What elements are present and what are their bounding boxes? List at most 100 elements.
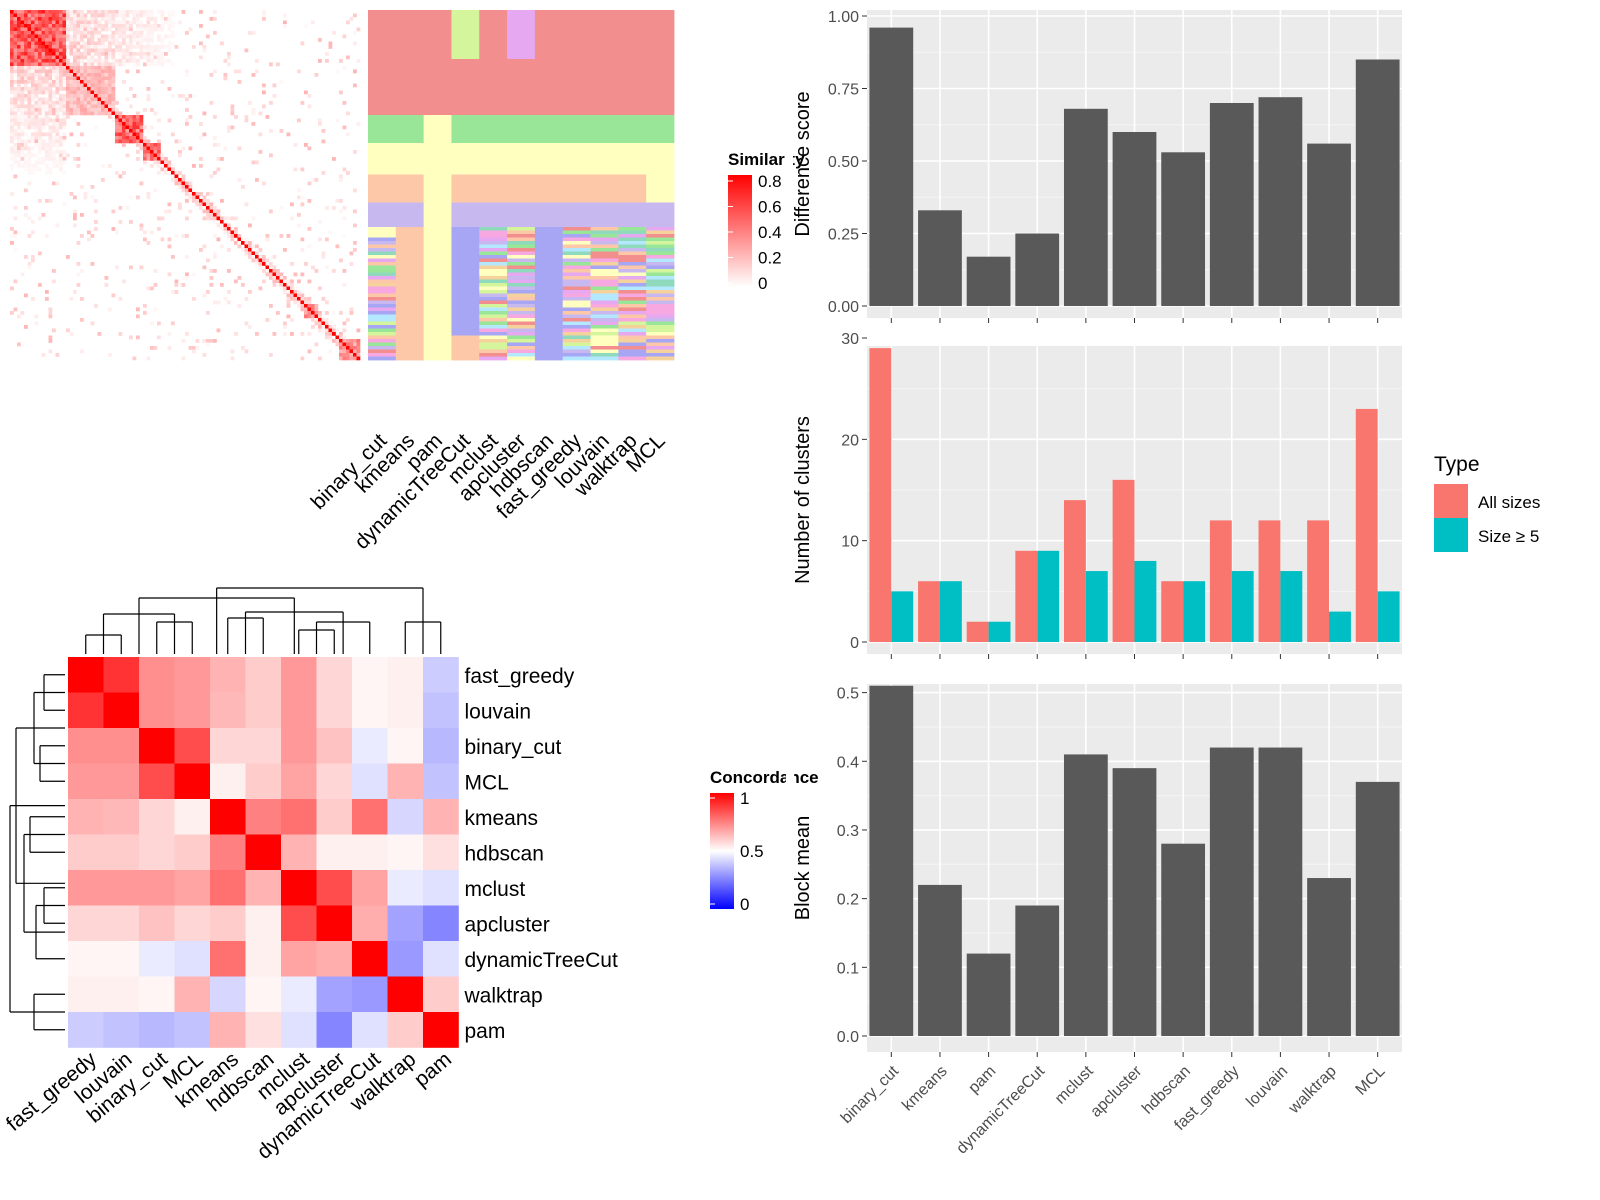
similarity-cell [160,17,165,21]
assignment-cell [534,346,564,350]
similarity-cell [227,216,231,221]
similarity-cell [125,20,130,25]
assignment-cell [646,108,675,112]
similarity-cell [160,13,165,18]
similarity-cell [255,258,259,263]
assignment-cell [423,146,452,151]
similarity-cell [34,55,39,60]
similarity-cell [41,45,46,49]
concordance-cell [68,834,104,871]
similarity-cell [17,45,21,49]
assignment-cell [395,108,425,112]
similarity-cell [118,174,123,179]
similarity-cell [220,199,224,203]
similarity-cell [143,139,147,144]
assignment-cell [479,209,508,214]
concordance-cell [281,905,317,942]
similarity-cell [307,314,312,319]
similarity-cell [104,34,109,39]
assignment-cell [562,230,591,235]
similarity-cell [13,160,18,165]
similarity-cell [55,129,60,133]
assignment-cell [646,59,675,63]
similarity-cell [311,318,315,322]
assignment-cell [646,45,675,49]
similarity-cell [55,62,60,67]
similarity-cell [13,174,18,179]
assignment-cell [395,283,425,287]
assignment-cell [562,48,591,53]
assignment-cell [590,290,619,294]
assignment-cell [507,90,536,95]
similarity-cell [300,304,305,308]
similarity-cell [321,325,326,329]
similarity-cell [97,94,102,98]
similarity-cell [108,69,112,74]
similarity-cell [94,20,98,25]
similarity-cell [272,332,277,336]
similarity-cell [111,104,116,109]
assignment-cell [395,73,425,77]
similarity-cell [213,10,217,14]
assignment-cell [534,122,564,126]
similarity-cell [307,311,312,315]
assignment-cell [479,48,508,53]
similarity-cell [10,150,14,154]
similarity-cell [38,125,42,130]
assignment-cell [507,332,536,336]
similarity-cell [66,87,70,91]
similarity-cell [27,31,32,35]
bar [1015,233,1060,306]
assignment-cell [507,213,536,217]
assignment-cell [507,356,536,361]
assignment-cell [395,24,425,28]
similarity-cell [318,321,322,326]
assignment-cell [395,195,425,200]
similarity-cell [20,150,25,154]
similarity-cell [13,206,18,210]
assignment-cell [507,244,536,249]
similarity-cell [101,108,105,112]
similarity-cell [38,59,42,63]
similarity-cell [269,269,273,273]
similarity-cell [157,150,161,154]
similarity-cell [304,297,308,301]
similarity-cell [94,69,98,74]
similarity-cell [34,38,39,42]
similarity-cell [69,38,74,42]
assignment-cell [618,356,647,361]
similarity-cell [20,66,25,70]
similarity-cell [328,45,333,49]
similarity-cell [307,244,312,249]
concordance-cell [281,763,317,800]
similarity-cell [20,27,25,32]
assignment-cell [590,314,619,319]
similarity-cell [251,108,256,112]
bar [1307,878,1351,1036]
assignment-cell [590,94,619,98]
assignment-cell [646,227,675,231]
similarity-cell [38,199,42,203]
similarity-cell [108,90,112,95]
similarity-cell [24,164,28,168]
similarity-cell [353,41,357,46]
similarity-cell [311,307,315,312]
assignment-cell [618,265,647,270]
assignment-cell [423,227,452,231]
similarity-cell [34,17,39,21]
similarity-cell [34,69,39,74]
similarity-cell [118,20,123,25]
similarity-cell [24,125,28,130]
similarity-cell [59,69,63,74]
assignment-cell [368,339,397,343]
similarity-cell [178,94,182,98]
similarity-cell [24,10,28,14]
similarity-cell [321,129,326,133]
assignment-cell [618,146,647,151]
assignment-cell [562,139,591,144]
similarity-cell [220,244,224,249]
assignment-cell [368,17,397,21]
similarity-cell [52,104,56,109]
similarity-cell [181,94,186,98]
concordance-cell [210,728,246,764]
